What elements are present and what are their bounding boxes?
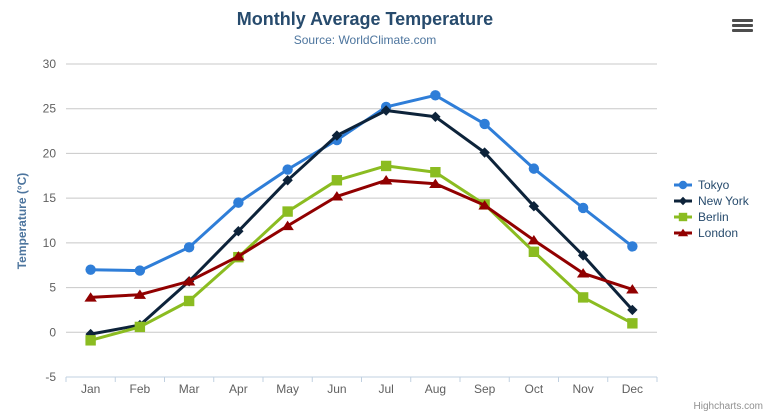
data-point-london[interactable] (133, 289, 147, 299)
data-point-new-york[interactable] (331, 130, 343, 141)
data-point-london[interactable] (478, 200, 491, 210)
legend: Tokyo New York Berlin London (674, 177, 749, 241)
data-point-tokyo[interactable] (183, 242, 195, 253)
x-tick-label: Oct (525, 382, 544, 396)
data-point-berlin[interactable] (380, 160, 392, 172)
data-point-new-york[interactable] (282, 175, 293, 186)
data-point-berlin[interactable] (528, 246, 540, 257)
data-point-tokyo[interactable] (479, 118, 490, 130)
x-tick-label: Feb (130, 382, 151, 396)
triangle-icon (674, 228, 692, 237)
x-tick-label: Sep (474, 382, 496, 396)
y-tick-label: 0 (49, 325, 56, 339)
data-point-new-york[interactable] (233, 226, 244, 237)
legend-marker-berlin[interactable] (678, 212, 688, 222)
yaxis-title: Temperature (°C) (15, 172, 29, 270)
data-point-tokyo[interactable] (134, 265, 146, 276)
data-point-london[interactable] (626, 284, 639, 294)
data-point-tokyo[interactable] (282, 164, 293, 175)
data-point-tokyo[interactable] (430, 90, 441, 101)
data-point-london[interactable] (232, 251, 245, 261)
data-point-tokyo[interactable] (627, 241, 638, 252)
data-point-new-york[interactable] (627, 304, 638, 316)
square-icon (674, 212, 692, 222)
x-tick-label: Aug (425, 382, 446, 396)
data-point-london[interactable] (84, 292, 97, 302)
data-point-berlin[interactable] (85, 335, 96, 346)
data-point-london[interactable] (330, 191, 344, 201)
legend-label: New York (698, 194, 749, 208)
x-tick-label: Nov (572, 382, 593, 396)
data-point-new-york[interactable] (577, 250, 589, 261)
data-point-new-york[interactable] (430, 111, 441, 122)
data-point-new-york[interactable] (528, 200, 540, 212)
legend-marker-new-york[interactable] (678, 196, 688, 206)
data-point-london[interactable] (576, 268, 590, 278)
export-menu-button[interactable] (732, 19, 753, 33)
series-line-berlin[interactable] (89, 164, 634, 342)
data-point-berlin[interactable] (577, 292, 589, 303)
data-point-berlin[interactable] (282, 206, 293, 217)
data-point-berlin[interactable] (331, 175, 343, 186)
y-tick-label: 15 (43, 191, 57, 205)
legend-item-tokyo[interactable]: Tokyo (674, 177, 749, 193)
legend-item-new-york[interactable]: New York (674, 193, 749, 209)
data-point-berlin[interactable] (627, 318, 638, 329)
legend-label: London (698, 226, 739, 240)
series-line-london[interactable] (89, 178, 634, 299)
data-point-tokyo[interactable] (233, 197, 244, 208)
x-tick-label: Jun (327, 382, 346, 396)
y-tick-label: 25 (43, 102, 57, 116)
x-tick-label: May (276, 382, 299, 396)
y-tick-label: 20 (43, 146, 57, 160)
data-point-london[interactable] (281, 220, 294, 231)
legend-label: Berlin (698, 210, 729, 224)
legend-item-berlin[interactable]: Berlin (674, 209, 749, 225)
hamburger-icon (732, 19, 753, 32)
series-line-new-york[interactable] (89, 109, 634, 336)
diamond-icon (674, 196, 692, 206)
legend-marker-london[interactable] (677, 228, 689, 237)
data-point-london[interactable] (429, 178, 442, 189)
data-point-london[interactable] (379, 175, 393, 185)
data-point-tokyo[interactable] (528, 163, 540, 174)
x-tick-label: Dec (622, 382, 643, 396)
y-tick-label: -5 (45, 370, 56, 384)
y-tick-label: 30 (43, 57, 57, 71)
data-point-berlin[interactable] (183, 295, 195, 307)
data-point-tokyo[interactable] (577, 202, 589, 214)
x-tick-label: Mar (179, 382, 200, 396)
y-tick-label: 5 (49, 281, 56, 295)
x-tick-label: Jan (81, 382, 100, 396)
chart-title: Monthly Average Temperature (236, 9, 494, 29)
x-tick-label: Jul (378, 382, 393, 396)
legend-label: Tokyo (698, 178, 730, 192)
chart-subtitle: Source: WorldClimate.com (293, 33, 437, 47)
data-point-london[interactable] (527, 234, 541, 245)
legend-item-london[interactable]: London (674, 225, 749, 241)
data-point-london[interactable] (182, 276, 196, 286)
x-tick-label: Apr (229, 382, 248, 396)
data-point-new-york[interactable] (380, 105, 392, 116)
data-point-berlin[interactable] (430, 167, 441, 178)
circle-icon (674, 180, 692, 190)
legend-marker-tokyo[interactable] (678, 180, 688, 190)
data-point-new-york[interactable] (479, 147, 490, 158)
credits-link[interactable]: Highcharts.com (693, 401, 763, 412)
data-point-tokyo[interactable] (85, 264, 96, 275)
y-tick-label: 10 (43, 236, 57, 250)
data-point-berlin[interactable] (134, 321, 146, 333)
